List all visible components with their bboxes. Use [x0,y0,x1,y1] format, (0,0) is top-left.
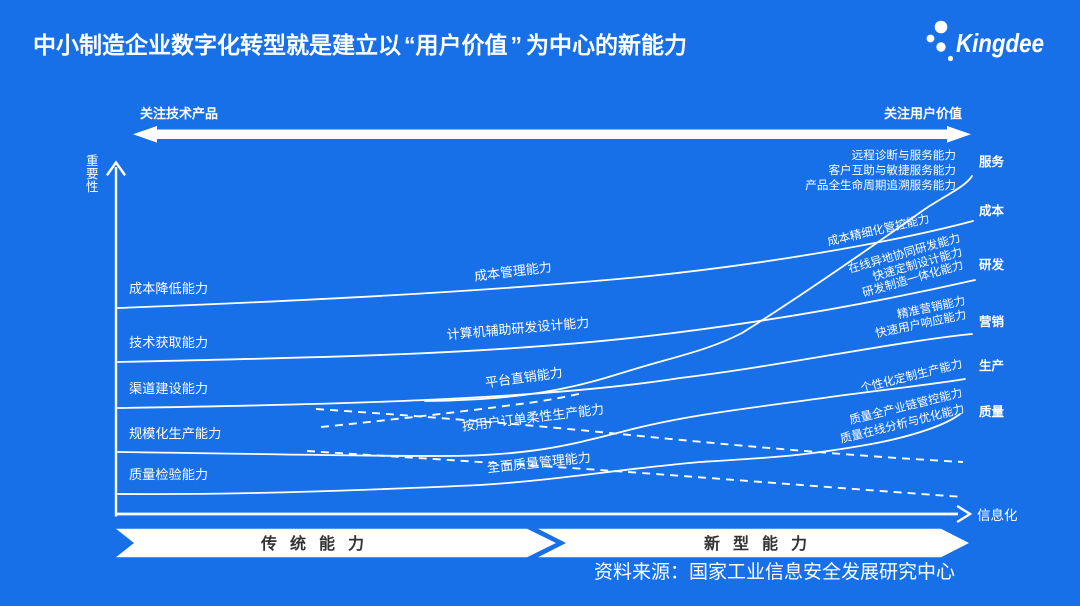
svg-text:产品全生命周期追溯服务能力: 产品全生命周期追溯服务能力 [805,178,956,192]
svg-text:成本降低能力: 成本降低能力 [129,281,208,296]
svg-text:质量检验能力: 质量检验能力 [129,467,208,482]
svg-text:性: 性 [86,180,99,194]
svg-text:服务: 服务 [979,154,1005,169]
svg-text:关注技术产品: 关注技术产品 [140,106,218,121]
svg-text:营销: 营销 [979,314,1005,329]
svg-text:信息化: 信息化 [977,507,1018,523]
svg-text:资料来源：国家工业信息安全发展研究中心: 资料来源：国家工业信息安全发展研究中心 [594,561,955,583]
svg-text:客户互助与敏捷服务能力: 客户互助与敏捷服务能力 [828,163,956,177]
svg-text:规模化生产能力: 规模化生产能力 [129,426,221,441]
svg-text:要: 要 [86,167,99,181]
svg-text:Kingdee: Kingdee [956,28,1044,58]
svg-text:关注用户价值: 关注用户价值 [884,106,962,121]
svg-text:成本: 成本 [979,203,1005,218]
svg-text:传统能力: 传统能力 [260,534,377,553]
svg-text:重: 重 [86,153,99,168]
svg-text:生产: 生产 [979,358,1004,373]
svg-text:中小制造企业数字化转型就是建立以“用户价值”为中心的新能力: 中小制造企业数字化转型就是建立以 “用户价值” 为中心的新能力 [33,32,687,58]
svg-text:渠道建设能力: 渠道建设能力 [129,381,208,396]
svg-text:技术获取能力: 技术获取能力 [129,335,208,350]
svg-text:远程诊断与服务能力: 远程诊断与服务能力 [852,148,956,162]
svg-text:质量: 质量 [979,404,1005,419]
svg-text:新型能力: 新型能力 [704,534,820,553]
svg-text:研发: 研发 [979,257,1005,272]
